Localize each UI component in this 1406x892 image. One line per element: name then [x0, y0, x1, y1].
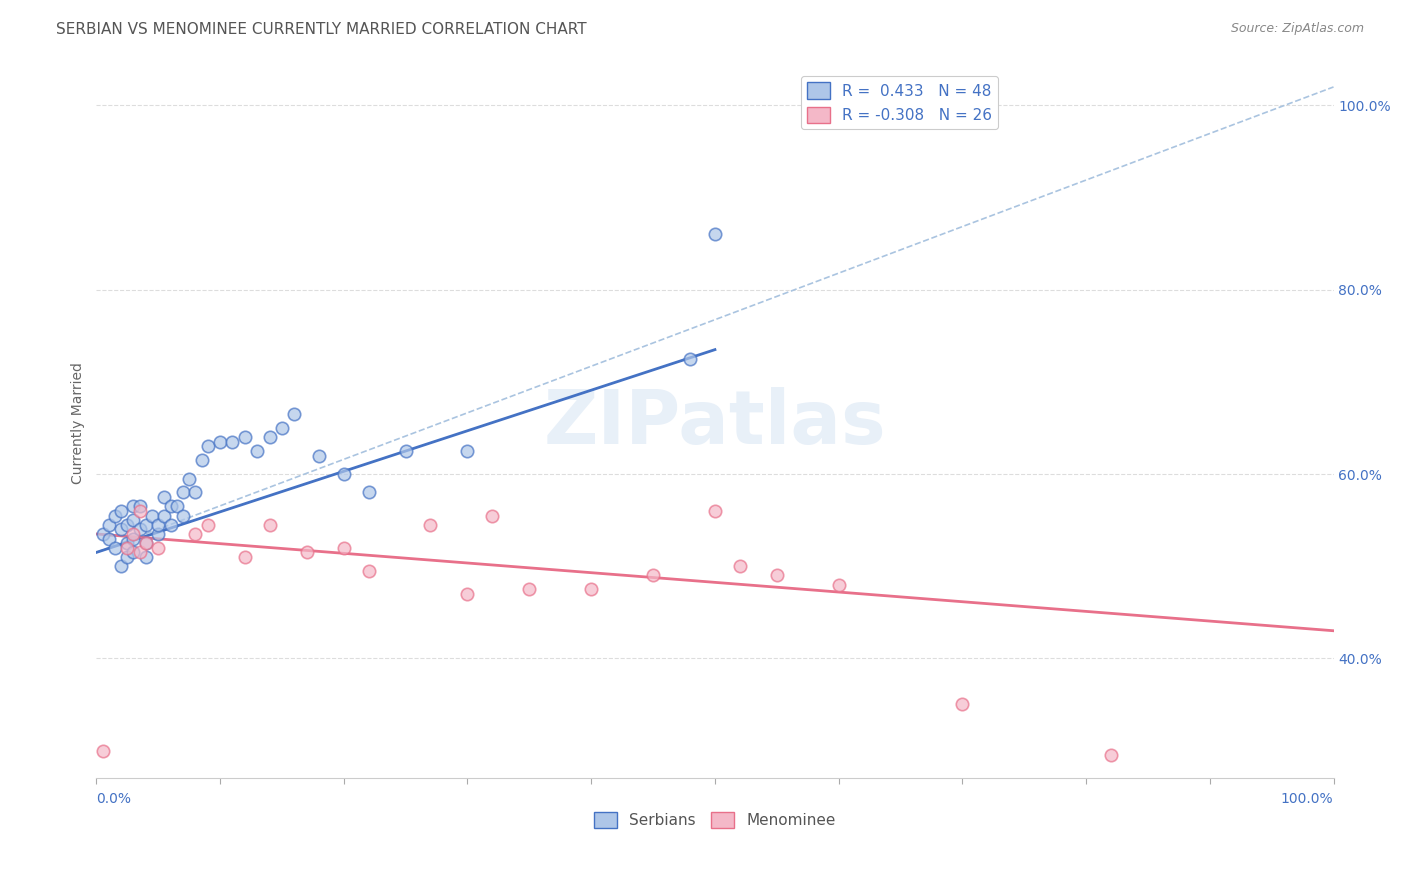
Point — [110, 559, 132, 574]
Point — [395, 444, 418, 458]
Legend: Serbians, Menominee: Serbians, Menominee — [588, 805, 842, 834]
Point — [197, 439, 219, 453]
Point — [117, 549, 139, 564]
Point — [153, 508, 176, 523]
Point — [481, 508, 503, 523]
Point — [283, 407, 305, 421]
Point — [97, 517, 120, 532]
Text: SERBIAN VS MENOMINEE CURRENTLY MARRIED CORRELATION CHART: SERBIAN VS MENOMINEE CURRENTLY MARRIED C… — [56, 22, 586, 37]
Point — [246, 444, 269, 458]
Point — [190, 453, 212, 467]
Point — [333, 467, 356, 481]
Point — [104, 508, 127, 523]
Point — [333, 541, 356, 555]
Y-axis label: Currently Married: Currently Married — [72, 362, 86, 484]
Point — [271, 421, 294, 435]
Point — [159, 500, 181, 514]
Point — [135, 517, 157, 532]
Text: ZIPatlas: ZIPatlas — [544, 387, 886, 460]
Point — [104, 541, 127, 555]
Point — [148, 541, 170, 555]
Point — [148, 527, 170, 541]
Text: 100.0%: 100.0% — [1281, 792, 1333, 806]
Point — [117, 517, 139, 532]
Point — [679, 351, 702, 366]
Point — [197, 517, 219, 532]
Text: Source: ZipAtlas.com: Source: ZipAtlas.com — [1230, 22, 1364, 36]
Point — [184, 527, 207, 541]
Point — [91, 527, 114, 541]
Point — [122, 532, 145, 546]
Point — [209, 434, 232, 449]
Point — [728, 559, 751, 574]
Point — [97, 532, 120, 546]
Point — [135, 536, 157, 550]
Point — [221, 434, 243, 449]
Point — [122, 500, 145, 514]
Point — [117, 541, 139, 555]
Point — [172, 508, 194, 523]
Point — [91, 743, 114, 757]
Point — [117, 536, 139, 550]
Point — [765, 568, 787, 582]
Point — [357, 564, 380, 578]
Point — [233, 549, 256, 564]
Point — [457, 444, 479, 458]
Point — [128, 545, 150, 559]
Point — [128, 522, 150, 536]
Point — [135, 549, 157, 564]
Point — [703, 227, 725, 242]
Point — [122, 527, 145, 541]
Point — [259, 430, 281, 444]
Point — [110, 522, 132, 536]
Point — [159, 517, 181, 532]
Point — [641, 568, 664, 582]
Point — [110, 504, 132, 518]
Point — [153, 490, 176, 504]
Point — [135, 536, 157, 550]
Point — [184, 485, 207, 500]
Point — [148, 517, 170, 532]
Point — [141, 508, 163, 523]
Point — [419, 517, 441, 532]
Point — [357, 485, 380, 500]
Point — [179, 472, 201, 486]
Point — [128, 500, 150, 514]
Point — [122, 545, 145, 559]
Point — [233, 430, 256, 444]
Point — [308, 449, 330, 463]
Point — [703, 504, 725, 518]
Point — [827, 577, 849, 591]
Point — [517, 582, 540, 597]
Point — [166, 500, 188, 514]
Point — [172, 485, 194, 500]
Text: 0.0%: 0.0% — [97, 792, 131, 806]
Point — [128, 504, 150, 518]
Point — [457, 587, 479, 601]
Point — [259, 517, 281, 532]
Point — [950, 698, 973, 712]
Point — [122, 513, 145, 527]
Point — [579, 582, 602, 597]
Point — [1099, 748, 1122, 763]
Point — [295, 545, 318, 559]
